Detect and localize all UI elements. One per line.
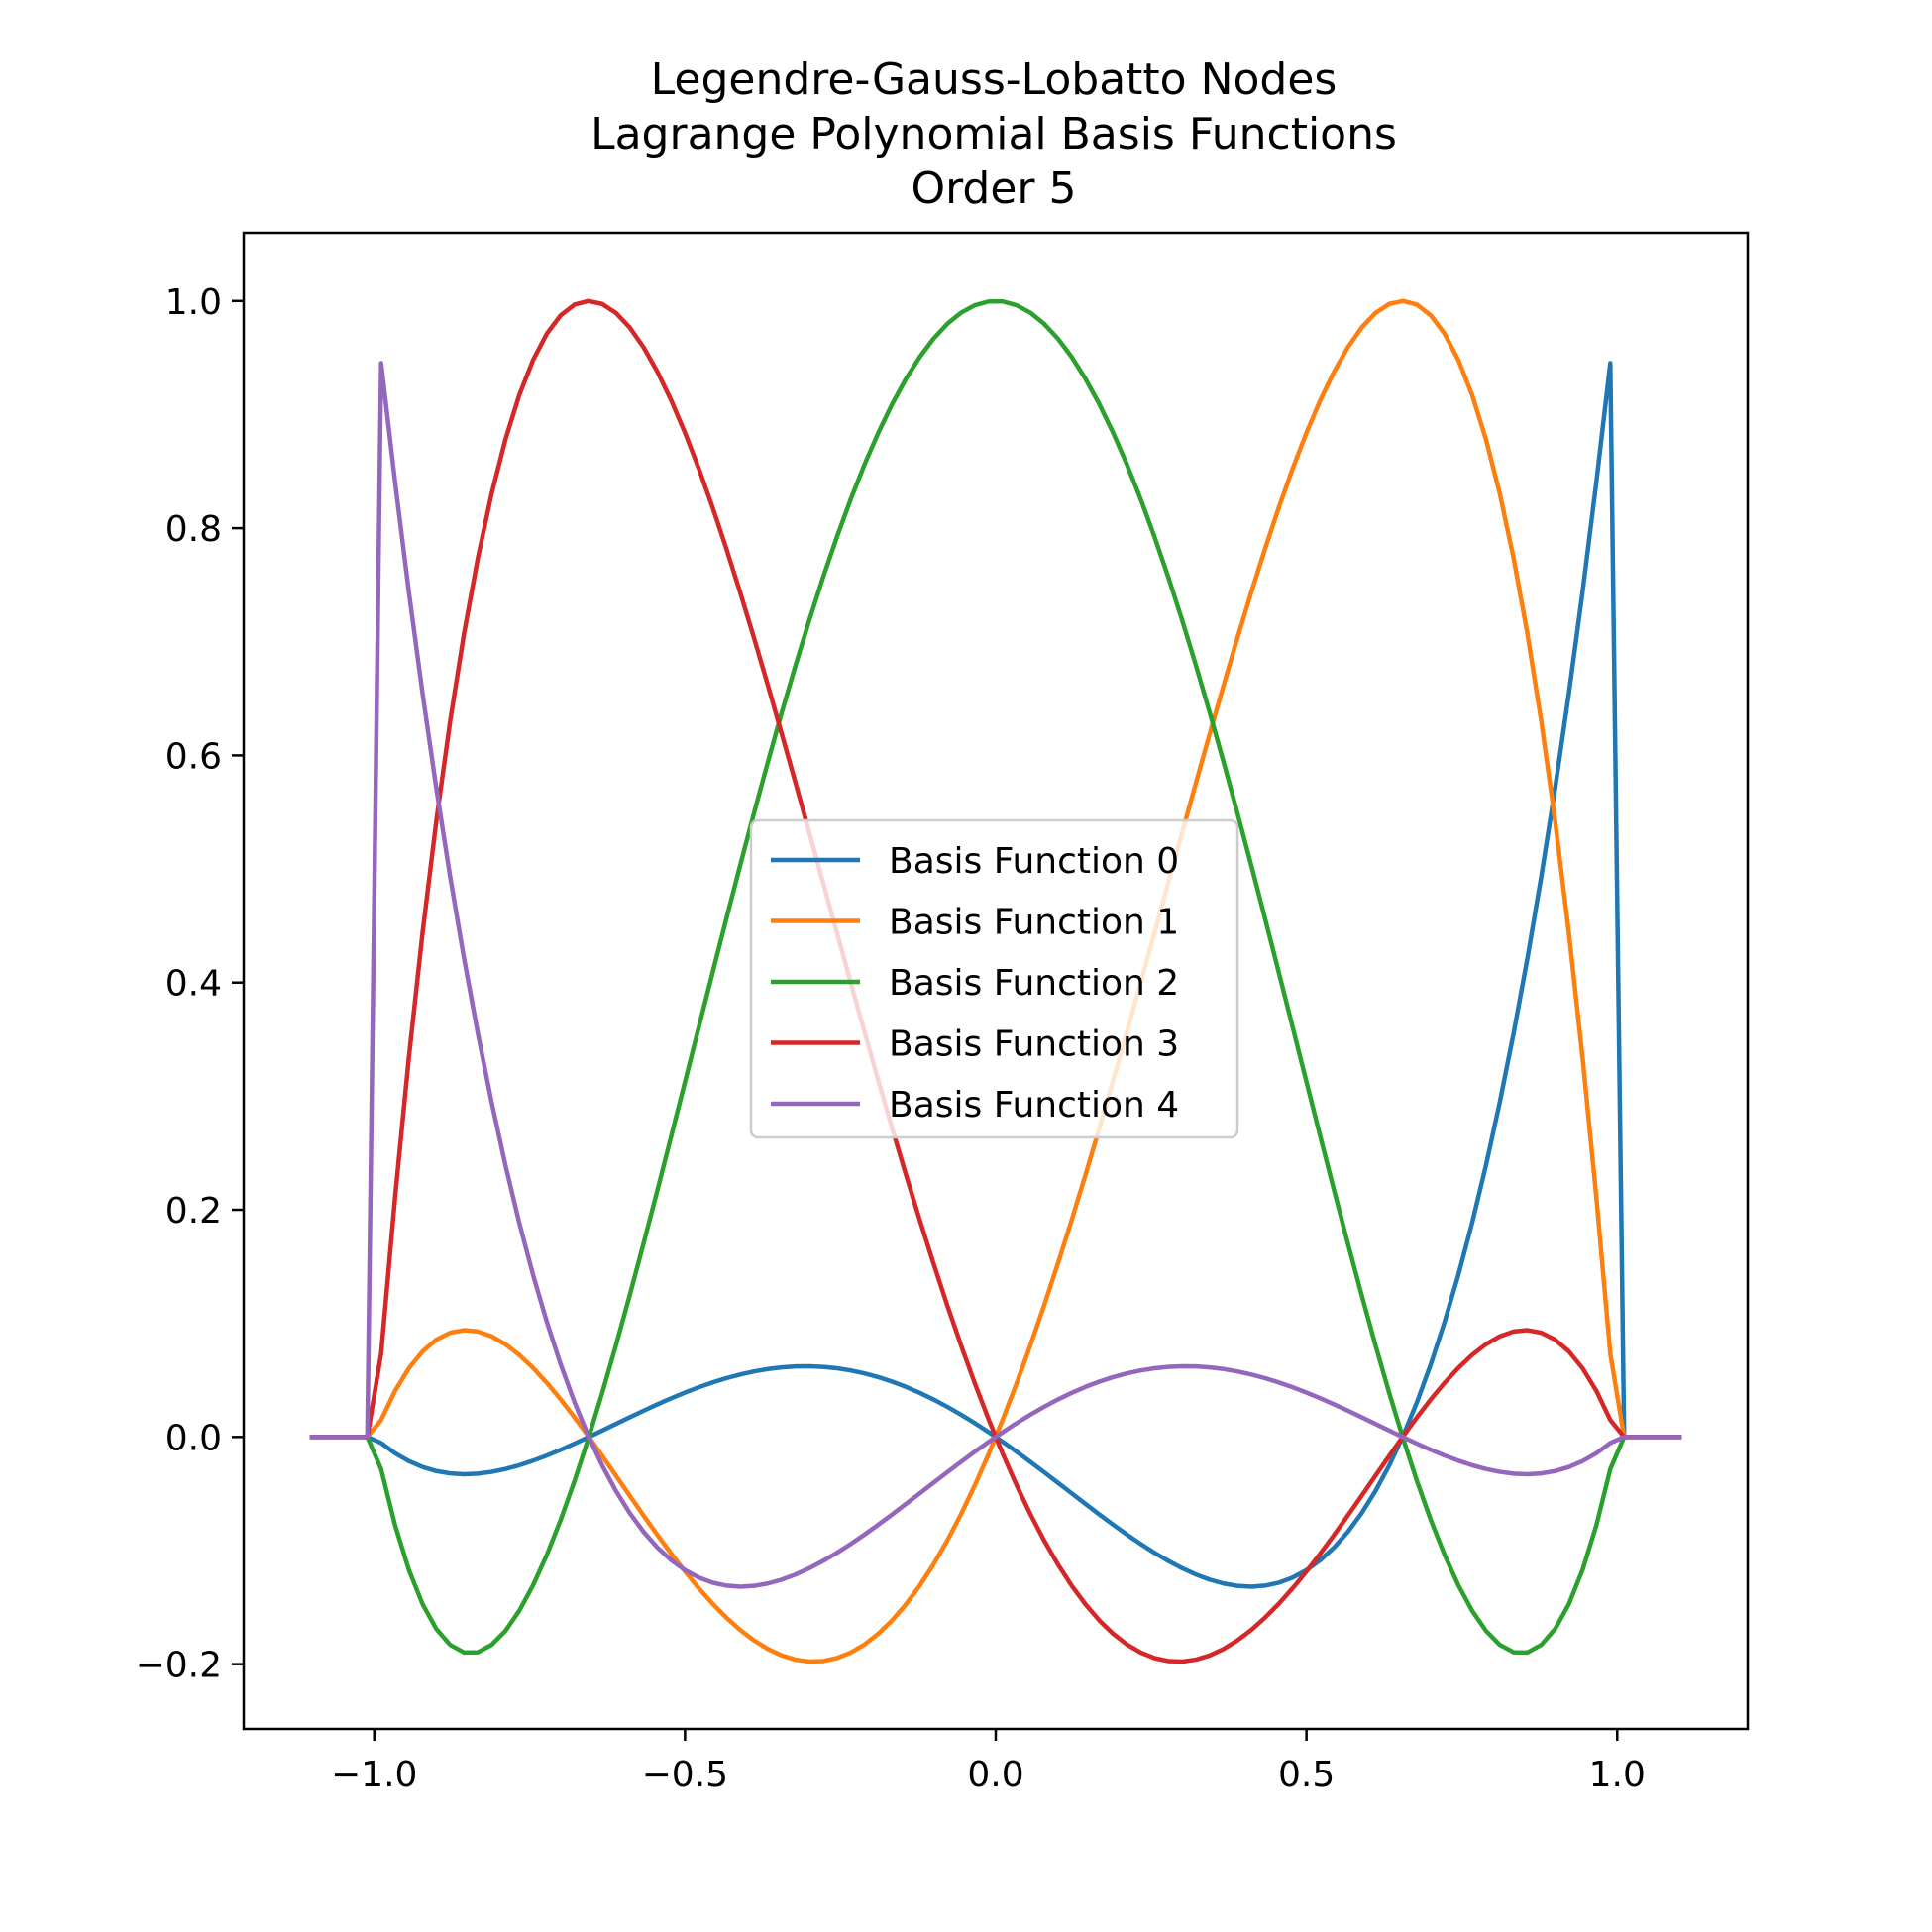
y-axis: −0.2 0.0 0.2 0.4 0.6 0.8 1.0 [136,282,244,1686]
chart-title-line-2: Lagrange Polynomial Basis Functions [590,109,1397,160]
y-tick-label: −0.2 [136,1646,222,1686]
chart-title-line-1: Legendre-Gauss-Lobatto Nodes [651,54,1338,105]
series-line-2 [309,299,1682,1656]
series-layer [309,298,1682,1664]
y-tick-label: 0.2 [165,1191,222,1232]
x-tick-label: 1.0 [1589,1755,1646,1795]
y-tick-label: 0.0 [165,1418,222,1458]
x-tick-label: 0.0 [967,1755,1023,1795]
chart-title-line-3: Order 5 [911,163,1076,214]
y-tick-label: 0.4 [165,964,222,1005]
legend-label-1: Basis Function 1 [889,903,1179,943]
series-line-4 [309,361,1682,1589]
legend-label-2: Basis Function 2 [889,963,1179,1004]
y-tick-label: 0.8 [165,509,222,550]
x-tick-label: −0.5 [642,1755,728,1795]
legend-label-0: Basis Function 0 [889,841,1179,882]
x-tick-label: −1.0 [331,1755,417,1795]
legend-label-3: Basis Function 3 [889,1024,1179,1065]
x-axis: −1.0 −0.5 0.0 0.5 1.0 [331,1729,1646,1795]
legend-label-4: Basis Function 4 [889,1085,1179,1126]
y-tick-label: 0.6 [165,736,222,777]
legend: Basis Function 0 Basis Function 1 Basis Fu… [749,818,1239,1139]
legend-box [749,818,1239,1139]
y-tick-label: 1.0 [165,282,222,323]
x-tick-label: 0.5 [1278,1755,1335,1795]
